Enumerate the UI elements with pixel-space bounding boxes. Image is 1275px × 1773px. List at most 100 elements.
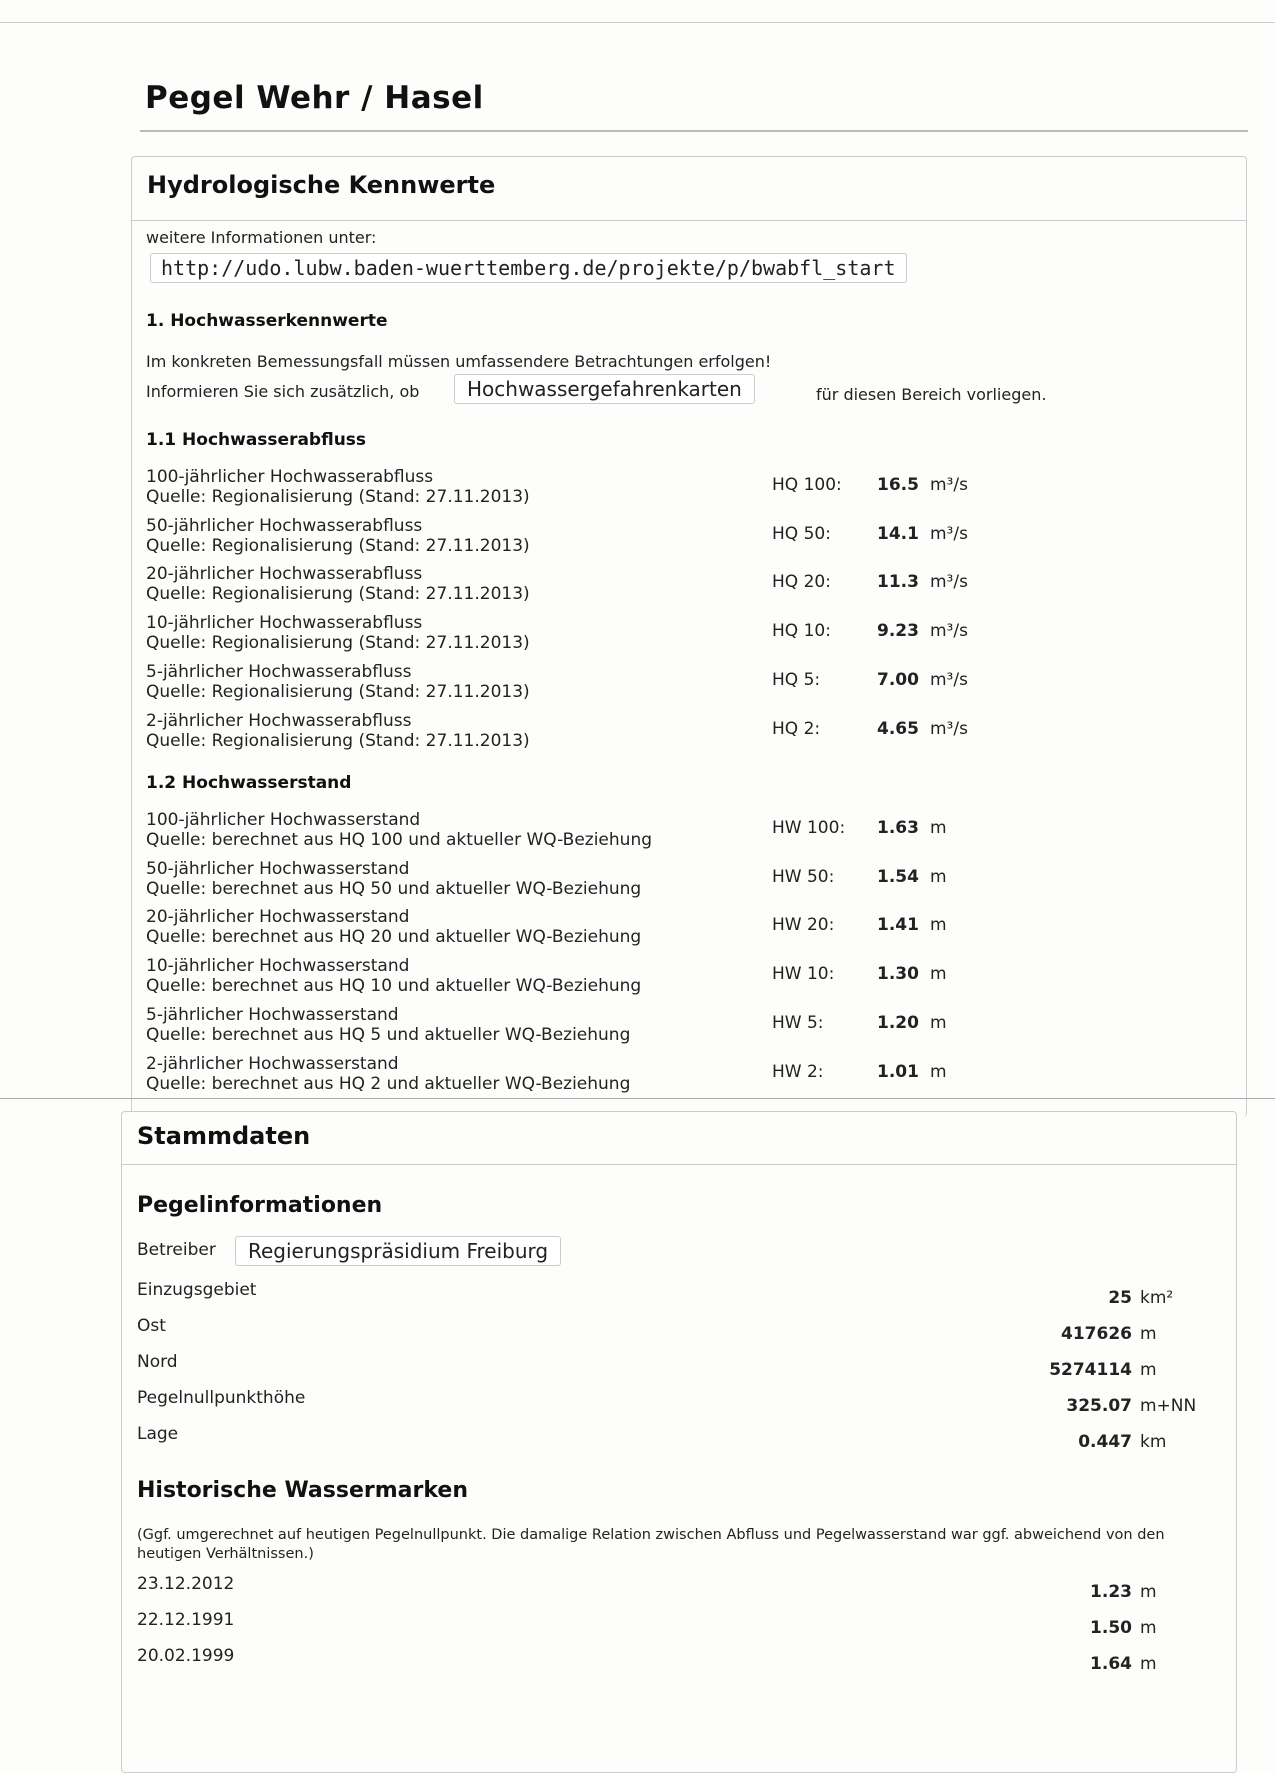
mark-unit: m <box>1140 1582 1157 1602</box>
row-title: 100-jährlicher Hochwasserstand <box>146 810 421 830</box>
inform-prefix: Informieren Sie sich zusätzlich, ob <box>146 382 420 401</box>
row-label: HW 20: <box>772 915 835 936</box>
info-unit: km² <box>1140 1288 1174 1308</box>
row-unit: m³/s <box>930 621 968 642</box>
row-unit: m³/s <box>930 718 968 739</box>
info-label: Nord <box>137 1352 178 1372</box>
row-source: Quelle: Regionalisierung (Stand: 27.11.2… <box>146 730 530 751</box>
mark-unit: m <box>1140 1654 1157 1674</box>
historische-wassermarken-heading: Historische Wassermarken <box>137 1478 468 1503</box>
info-label: Pegelnullpunkthöhe <box>137 1388 306 1408</box>
row-unit: m <box>930 915 947 936</box>
more-info-label: weitere Informationen unter: <box>146 228 377 247</box>
info-value: 325.07 <box>1066 1396 1132 1416</box>
udo-link[interactable]: http://udo.lubw.baden-wuerttemberg.de/pr… <box>150 253 907 283</box>
info-unit: m <box>1140 1360 1157 1380</box>
row-value: 1.63 <box>877 818 919 838</box>
row-title: 100-jährlicher Hochwasserabfluss <box>146 467 434 487</box>
row-value: 1.54 <box>877 866 919 887</box>
section-hochwasserkennwerte: 1. Hochwasserkennwerte <box>146 311 388 331</box>
section-hochwasserabfluss: 1.1 Hochwasserabfluss <box>146 430 367 450</box>
row-label: HQ 20: <box>772 572 831 593</box>
row-value: 7.00 <box>877 669 919 690</box>
historic-note: (Ggf. umgerechnet auf heutigen Pegelnull… <box>137 1527 1165 1562</box>
row-title: 5-jährlicher Hochwasserstand <box>146 1004 399 1025</box>
row-source: Quelle: berechnet aus HQ 2 und aktueller… <box>146 1073 631 1094</box>
row-value: 16.5 <box>877 475 919 495</box>
warning-text: Im konkreten Bemessungsfall müssen umfas… <box>146 352 772 371</box>
row-title: 20-jährlicher Hochwasserstand <box>146 907 410 928</box>
row-unit: m³/s <box>930 475 968 495</box>
row-value: 1.01 <box>877 1061 919 1082</box>
row-label: HW 5: <box>772 1012 824 1033</box>
row-label: HQ 100: <box>772 475 842 495</box>
row-source: Quelle: Regionalisierung (Stand: 27.11.2… <box>146 535 530 556</box>
row-value: 9.23 <box>877 621 919 642</box>
row-label: HW 10: <box>772 964 835 985</box>
panel-header-divider <box>132 220 1246 221</box>
row-value: 14.1 <box>877 523 919 544</box>
row-title: 2-jährlicher Hochwasserstand <box>146 1053 399 1074</box>
row-source: Quelle: berechnet aus HQ 10 und aktuelle… <box>146 976 642 997</box>
row-source: Quelle: berechnet aus HQ 20 und aktuelle… <box>146 927 642 948</box>
pegelinformationen-heading: Pegelinformationen <box>137 1193 383 1218</box>
operator-label: Betreiber <box>137 1240 216 1260</box>
hydro-panel: Hydrologische Kennwerte weitere Informat… <box>131 156 1247 1117</box>
row-title: 2-jährlicher Hochwasserabfluss <box>146 710 412 731</box>
row-value: 11.3 <box>877 572 919 593</box>
row-value: 1.20 <box>877 1012 919 1033</box>
row-unit: m <box>930 964 947 985</box>
row-source: Quelle: berechnet aus HQ 50 und aktuelle… <box>146 878 642 899</box>
row-label: HQ 5: <box>772 669 821 690</box>
title-divider <box>140 130 1248 132</box>
top-divider <box>0 22 1275 23</box>
hochwassergefahrenkarten-button[interactable]: Hochwassergefahrenkarten <box>454 374 755 404</box>
mark-date: 20.02.1999 <box>137 1646 235 1666</box>
info-value: 417626 <box>1061 1324 1132 1344</box>
mark-date: 23.12.2012 <box>137 1574 235 1594</box>
row-unit: m <box>930 1012 947 1033</box>
info-value: 0.447 <box>1078 1432 1132 1452</box>
row-unit: m <box>930 818 947 838</box>
row-source: Quelle: Regionalisierung (Stand: 27.11.2… <box>146 633 530 654</box>
operator-value[interactable]: Regierungspräsidium Freiburg <box>235 1236 562 1266</box>
mark-value: 1.23 <box>1090 1582 1132 1602</box>
info-label: Ost <box>137 1316 166 1336</box>
row-source: Quelle: berechnet aus HQ 5 und aktueller… <box>146 1024 631 1045</box>
row-source: Quelle: Regionalisierung (Stand: 27.11.2… <box>146 584 530 605</box>
row-unit: m³/s <box>930 669 968 690</box>
row-title: 50-jährlicher Hochwasserstand <box>146 858 410 879</box>
row-unit: m <box>930 866 947 887</box>
row-source: Quelle: Regionalisierung (Stand: 27.11.2… <box>146 487 530 507</box>
info-value: 5274114 <box>1049 1360 1132 1380</box>
info-unit: m+NN <box>1140 1396 1197 1416</box>
row-title: 10-jährlicher Hochwasserstand <box>146 956 410 977</box>
row-value: 1.30 <box>877 964 919 985</box>
row-label: HW 100: <box>772 818 846 838</box>
row-title: 20-jährlicher Hochwasserabfluss <box>146 564 423 585</box>
row-value: 1.41 <box>877 915 919 936</box>
row-source: Quelle: berechnet aus HQ 100 und aktuell… <box>146 830 653 850</box>
mark-value: 1.50 <box>1090 1618 1132 1638</box>
scan-page-seam <box>0 1098 1275 1099</box>
info-value: 25 <box>1108 1288 1132 1308</box>
info-label: Einzugsgebiet <box>137 1280 257 1300</box>
stammdaten-heading: Stammdaten <box>137 1122 311 1150</box>
row-title: 10-jährlicher Hochwasserabfluss <box>146 613 423 634</box>
row-unit: m <box>930 1061 947 1082</box>
row-value: 4.65 <box>877 718 919 739</box>
hydro-heading: Hydrologische Kennwerte <box>147 171 496 199</box>
info-unit: km <box>1140 1432 1167 1452</box>
page-title: Pegel Wehr / Hasel <box>145 80 484 116</box>
row-label: HQ 10: <box>772 621 831 642</box>
row-label: HQ 50: <box>772 523 831 544</box>
panel-header-divider <box>122 1164 1236 1165</box>
row-title: 5-jährlicher Hochwasserabfluss <box>146 661 412 682</box>
mark-value: 1.64 <box>1090 1654 1132 1674</box>
row-label: HW 2: <box>772 1061 824 1082</box>
stammdaten-panel: Stammdaten Pegelinformationen Betreiber … <box>121 1111 1237 1773</box>
row-label: HW 50: <box>772 866 835 887</box>
mark-date: 22.12.1991 <box>137 1610 235 1630</box>
info-label: Lage <box>137 1424 179 1444</box>
row-source: Quelle: Regionalisierung (Stand: 27.11.2… <box>146 681 530 702</box>
